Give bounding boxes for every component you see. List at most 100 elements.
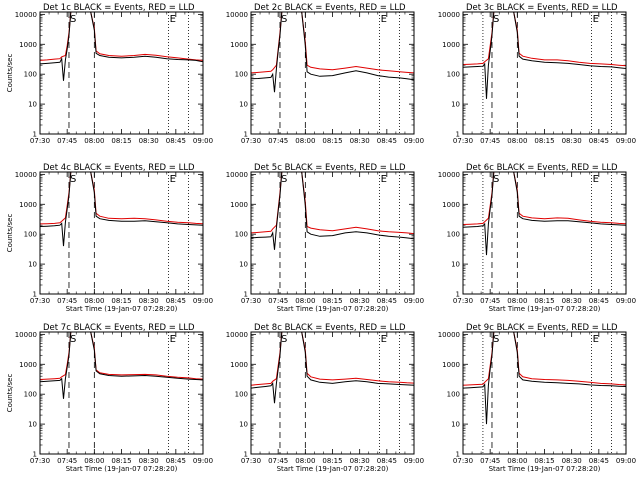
x-tick-label: 08:00 — [507, 137, 527, 145]
x-tick-label: 08:30 — [139, 137, 159, 145]
y-tick-label: 10000 — [226, 11, 248, 19]
x-tick-label: 07:45 — [268, 137, 288, 145]
y-tick-label: 1 — [244, 451, 248, 459]
x-tick-label: 08:45 — [377, 297, 397, 305]
y-tick-label: 100 — [235, 71, 248, 79]
x-tick-label: 08:00 — [295, 137, 315, 145]
x-tick-label: 07:45 — [480, 297, 500, 305]
x-tick-label: 07:30 — [241, 137, 261, 145]
lld-series-line — [251, 12, 414, 74]
x-axis-label: Start Time (19-Jan-07 07:28:20) — [489, 465, 601, 473]
y-tick-label: 100 — [24, 71, 37, 79]
y-tick-label: 1000 — [442, 361, 460, 369]
events-series-line — [251, 12, 414, 93]
panel-title: Det 7c BLACK = Events, RED = LLD — [43, 323, 195, 333]
y-tick-label: 1 — [33, 451, 37, 459]
x-tick-label: 08:45 — [589, 457, 609, 465]
x-tick-label: 08:30 — [562, 457, 582, 465]
marker-label: S — [70, 334, 76, 345]
panel-title: Det 2c BLACK = Events, RED = LLD — [254, 3, 406, 13]
events-series-line — [40, 12, 203, 81]
lld-series-line — [463, 12, 626, 67]
events-series-line — [251, 172, 414, 250]
panel-title: Det 3c BLACK = Events, RED = LLD — [466, 3, 618, 13]
panel-title: Det 4c BLACK = Events, RED = LLD — [43, 163, 195, 173]
plot-frame — [250, 171, 415, 295]
x-tick-label: 07:45 — [480, 137, 500, 145]
y-tick-label: 10 — [239, 101, 248, 109]
x-tick-label: 08:30 — [350, 297, 370, 305]
y-tick-label: 1 — [33, 131, 37, 139]
panel-title: Det 6c BLACK = Events, RED = LLD — [466, 163, 618, 173]
y-tick-label: 10 — [451, 101, 460, 109]
x-axis-label: Start Time (19-Jan-07 07:28:20) — [66, 465, 178, 473]
x-tick-label: 08:00 — [507, 297, 527, 305]
marker-label: S — [281, 174, 287, 185]
x-tick-label: 08:45 — [166, 137, 186, 145]
events-series-line — [40, 172, 203, 247]
panel-title: Det 5c BLACK = Events, RED = LLD — [254, 163, 406, 173]
x-tick-label: 07:45 — [268, 457, 288, 465]
x-tick-label: 09:00 — [404, 457, 424, 465]
lld-series-line — [251, 332, 414, 386]
x-tick-label: 08:45 — [589, 297, 609, 305]
y-tick-label: 1000 — [442, 41, 460, 49]
x-tick-label: 08:15 — [534, 137, 554, 145]
events-series-line — [251, 332, 414, 404]
y-tick-label: 10 — [28, 421, 37, 429]
x-tick-label: 08:30 — [350, 137, 370, 145]
y-tick-label: 1000 — [230, 41, 248, 49]
marker-label: E — [170, 174, 176, 185]
marker-label: S — [493, 334, 499, 345]
plot-frame — [250, 11, 415, 135]
x-tick-label: 07:45 — [57, 137, 77, 145]
x-tick-label: 07:45 — [57, 297, 77, 305]
y-tick-label: 100 — [235, 231, 248, 239]
x-tick-label: 09:00 — [404, 137, 424, 145]
x-tick-label: 07:30 — [453, 297, 473, 305]
y-tick-label: 100 — [447, 231, 460, 239]
y-tick-label: 1000 — [230, 201, 248, 209]
x-tick-label: 07:30 — [30, 137, 50, 145]
marker-label: E — [381, 14, 387, 25]
x-tick-label: 08:30 — [562, 297, 582, 305]
y-tick-label: 10 — [451, 421, 460, 429]
x-tick-label: 07:30 — [453, 137, 473, 145]
x-tick-label: 08:00 — [84, 457, 104, 465]
x-tick-label: 09:00 — [404, 297, 424, 305]
y-tick-label: 100 — [24, 231, 37, 239]
x-tick-label: 09:00 — [193, 137, 213, 145]
marker-label: S — [281, 14, 287, 25]
detector-panel-1: Det 1c BLACK = Events, RED = LLD Counts/s… — [6, 3, 213, 145]
plot-frame — [39, 171, 204, 295]
y-tick-label: 10 — [451, 261, 460, 269]
plot-frame — [462, 171, 627, 295]
lld-series-line — [40, 172, 203, 225]
y-tick-label: 10000 — [438, 331, 460, 339]
y-tick-label: 1 — [244, 131, 248, 139]
x-tick-label: 07:30 — [241, 457, 261, 465]
marker-label: S — [493, 174, 499, 185]
marker-label: S — [281, 334, 287, 345]
y-tick-label: 10000 — [15, 171, 37, 179]
y-tick-label: 1 — [33, 291, 37, 299]
detector-panel-5: Det 5c BLACK = Events, RED = LLD Start Ti… — [226, 163, 424, 313]
lld-series-line — [40, 12, 203, 61]
x-tick-label: 08:45 — [166, 457, 186, 465]
x-tick-label: 09:00 — [616, 137, 636, 145]
x-tick-label: 08:30 — [139, 297, 159, 305]
x-tick-label: 08:45 — [166, 297, 186, 305]
y-tick-label: 1000 — [19, 201, 37, 209]
y-tick-label: 1000 — [19, 41, 37, 49]
marker-label: S — [70, 14, 76, 25]
x-tick-label: 08:00 — [295, 297, 315, 305]
x-tick-label: 08:45 — [377, 137, 397, 145]
y-tick-label: 10000 — [15, 331, 37, 339]
lld-series-line — [40, 332, 203, 380]
plot-frame — [462, 11, 627, 135]
x-axis-label: Start Time (19-Jan-07 07:28:20) — [66, 305, 178, 313]
marker-label: E — [593, 334, 599, 345]
marker-label: E — [170, 334, 176, 345]
marker-label: E — [381, 334, 387, 345]
lld-series-line — [251, 172, 414, 235]
